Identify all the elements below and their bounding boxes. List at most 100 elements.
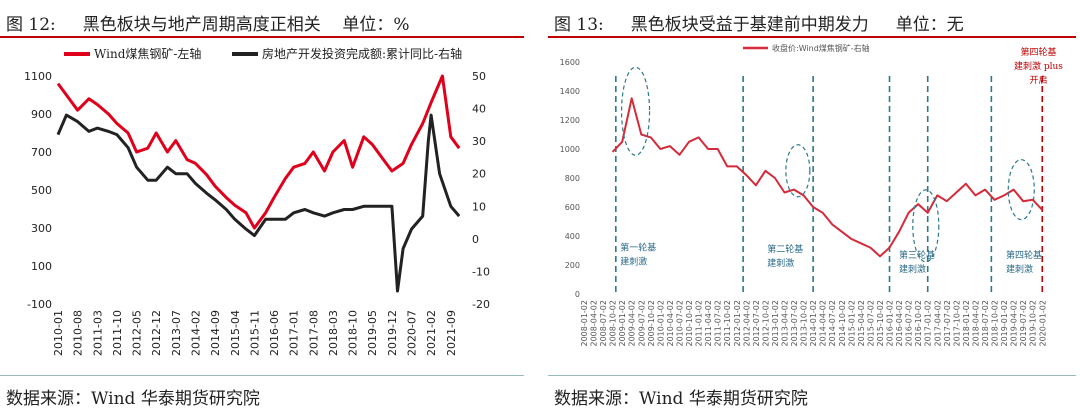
right-bottom-rule (548, 375, 1076, 376)
x-tick-label: 2010-01-02 (656, 300, 665, 347)
left-title-rule (0, 36, 524, 38)
x-tick-label: 2017-01 (288, 310, 301, 356)
x-tick-label: 2018-10-02 (991, 300, 1000, 347)
right-chart-panel: 图 13: 黑色板块受益于基建前中期发力 单位：无 0 200 400 600 800 1… (548, 0, 1080, 417)
x-tick-label: 2016-04-02 (895, 300, 904, 347)
right-y-tick-label: 20 (472, 168, 486, 181)
x-tick-label: 2010-07-02 (675, 300, 684, 347)
x-tick-label: 2014-10-02 (838, 300, 847, 347)
left-y-tick-label: -100 (27, 298, 52, 311)
x-tick-label: 2018-10 (347, 310, 360, 356)
highlight-circle (1007, 159, 1035, 221)
x-tick-label: 2019-05 (366, 310, 379, 356)
x-tick-label: 2021-02 (425, 310, 438, 356)
x-tick-label: 2014-02 (189, 310, 202, 356)
x-tick-label: 2019-10-02 (1029, 300, 1038, 347)
right-chart-source: 数据来源：Wind 华泰期货研究院 (554, 389, 808, 409)
x-tick-label: 2009-07-02 (637, 300, 646, 347)
x-tick-label: 2017-01-02 (924, 300, 933, 347)
x-tick-label: 2020-07 (406, 310, 419, 356)
y-tick-label: 1400 (560, 87, 580, 96)
x-tick-label: 2019-07-02 (1019, 300, 1028, 347)
y-tick-label: 800 (565, 174, 580, 183)
left-y-tick-label: 300 (31, 222, 52, 235)
highlight-circle (912, 189, 940, 263)
stimulus-annotation: 第二轮基 (767, 243, 803, 255)
x-tick-label: 2016-10-02 (914, 300, 923, 347)
x-tick-label: 2020-01-02 (1038, 300, 1047, 347)
left-line-chart: -1001003005007009001100-20-1001020304050… (24, 46, 490, 356)
x-tick-label: 2011-07-02 (714, 300, 723, 347)
x-tick-label: 2010-01 (52, 310, 65, 356)
y-tick-label: 400 (565, 232, 580, 241)
x-tick-label: 2015-01-02 (847, 300, 856, 347)
x-tick-label: 2011-01-02 (695, 300, 704, 347)
x-tick-label: 2013-07 (170, 310, 183, 356)
x-tick-label: 2015-07-02 (866, 300, 875, 347)
stimulus-annotation: 第三轮基 (899, 249, 935, 261)
y-tick-label: 600 (565, 203, 580, 212)
legend-label: Wind煤焦钢矿-左轴 (94, 46, 201, 61)
x-tick-label: 2018-04-02 (971, 300, 980, 347)
real-estate-investment-line (56, 113, 461, 293)
stimulus-annotation: 建刺激 (620, 256, 647, 268)
left-y-tick-label: 500 (31, 184, 52, 197)
x-tick-label: 2012-07-02 (752, 300, 761, 347)
x-tick-label: 2008-10-02 (609, 300, 618, 347)
legend-label: 房地产开发投资完成额:累计同比-右轴 (262, 46, 462, 61)
left-bottom-rule (0, 375, 524, 376)
left-chart-title: 图 12: 黑色板块与地产周期高度正相关 单位：% (6, 15, 410, 35)
x-tick-label: 2009-01-02 (618, 300, 627, 347)
right-y-tick-label: 10 (472, 200, 486, 213)
x-tick-label: 2012-12 (150, 310, 163, 356)
x-tick-label: 2008-04-02 (590, 300, 599, 347)
x-tick-label: 2013-07-02 (790, 300, 799, 347)
x-tick-label: 2009-04-02 (628, 300, 637, 347)
x-tick-label: 2012-04-02 (742, 300, 751, 347)
x-tick-label: 2012-05 (131, 310, 144, 356)
x-tick-label: 2014-07-02 (828, 300, 837, 347)
x-tick-label: 2015-10-02 (876, 300, 885, 347)
x-tick-label: 2013-01-02 (771, 300, 780, 347)
x-tick-label: 2009-10-02 (647, 300, 656, 347)
x-tick-label: 2016-01-02 (886, 300, 895, 347)
x-tick-label: 2017-07-02 (943, 300, 952, 347)
x-tick-label: 2012-01-02 (733, 300, 742, 347)
x-tick-label: 2021-09 (445, 310, 458, 356)
legend-label: 收盘价:Wind煤焦钢矿-右轴 (772, 43, 870, 53)
stimulus-annotation: 第一轮基 (620, 242, 656, 254)
x-tick-label: 2016-07-02 (905, 300, 914, 347)
x-tick-label: 2019-04-02 (1010, 300, 1019, 347)
x-tick-label: 2017-08 (307, 310, 320, 356)
x-tick-label: 2017-10-02 (952, 300, 961, 347)
left-y-tick-label: 100 (31, 260, 52, 273)
right-y-tick-label: -20 (472, 298, 490, 311)
right-chart-title: 图 13: 黑色板块受益于基建前中期发力 单位：无 (554, 15, 964, 35)
y-tick-label: 200 (565, 261, 580, 270)
x-tick-label: 2018-07-02 (981, 300, 990, 347)
x-tick-label: 2017-04-02 (933, 300, 942, 347)
x-tick-label: 2011-03 (91, 310, 104, 356)
left-chart-source: 数据来源：Wind 华泰期货研究院 (6, 389, 260, 409)
x-tick-label: 2008-07-02 (599, 300, 608, 347)
right-y-tick-label: 50 (472, 70, 486, 83)
x-tick-label: 2016-06 (268, 310, 281, 356)
x-tick-label: 2019-12 (386, 310, 399, 356)
y-tick-label: 1200 (560, 116, 580, 125)
stimulus-annotation: 建刺激 (899, 263, 926, 275)
x-tick-label: 2013-04-02 (780, 300, 789, 347)
x-tick-label: 2014-09 (209, 310, 222, 356)
x-tick-label: 2015-04 (229, 310, 242, 356)
stimulus-annotation: 建刺激 (767, 257, 794, 269)
x-tick-label: 2014-01-02 (809, 300, 818, 347)
left-chart-panel: 图 12: 黑色板块与地产周期高度正相关 单位：% -100 100 300 500 7… (0, 0, 530, 417)
x-tick-label: 2008-01-02 (580, 300, 589, 347)
x-tick-label: 2014-04-02 (819, 300, 828, 347)
highlight-circle (785, 144, 811, 198)
x-tick-label: 2011-04-02 (704, 300, 713, 347)
x-tick-label: 2019-01-02 (1000, 300, 1009, 347)
y-tick-label: 1000 (560, 145, 580, 154)
x-tick-label: 2010-04-02 (666, 300, 675, 347)
x-tick-label: 2011-10 (111, 310, 124, 356)
